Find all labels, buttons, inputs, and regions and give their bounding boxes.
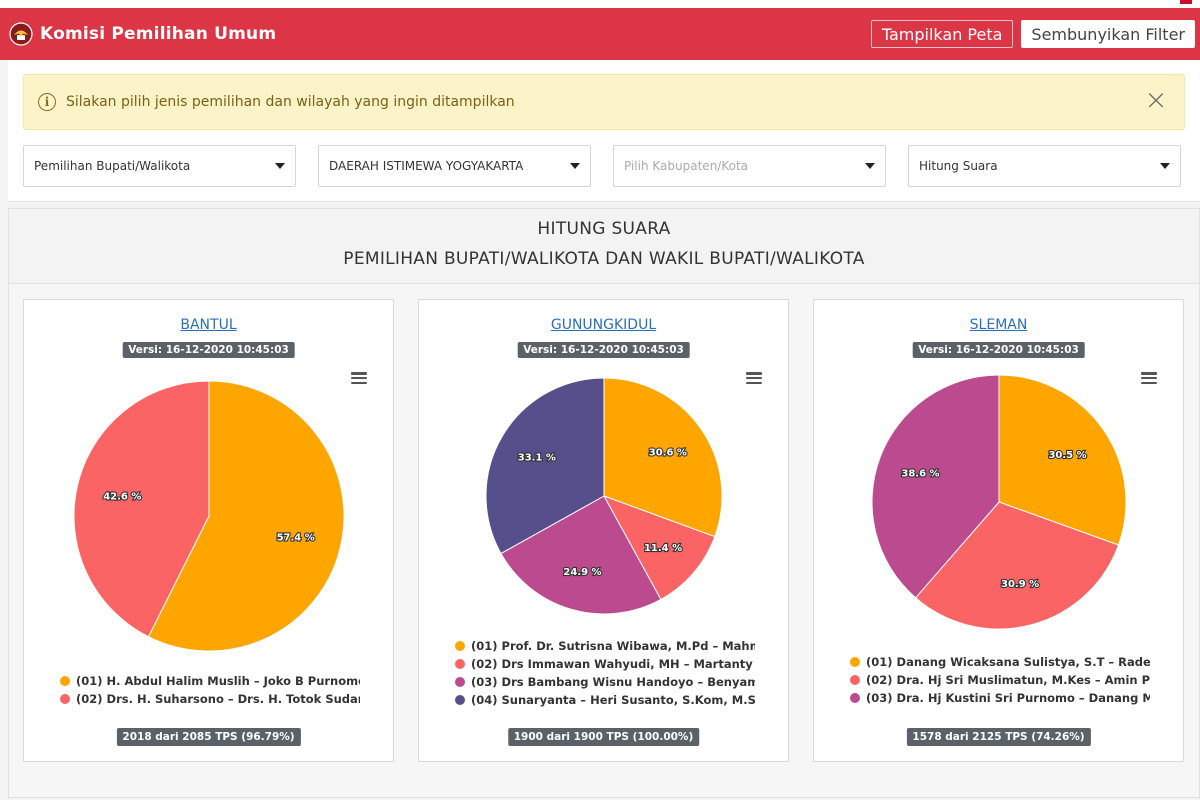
legend-dot-icon	[455, 659, 465, 669]
legend-item[interactable]: (04) Sunaryanta – Heri Susanto, S.Kom, M…	[455, 691, 755, 709]
show-map-button[interactable]: Tampilkan Peta	[870, 20, 1014, 48]
legend-item[interactable]: (02) Drs. H. Suharsono – Drs. H. Totok S…	[60, 690, 360, 708]
pie-chart: 30.6 % 11.4 % 24.9 % 33.1 %	[485, 377, 723, 615]
data-type-select[interactable]: Hitung Suara	[908, 145, 1181, 187]
legend-dot-icon	[455, 677, 465, 687]
tps-progress-badge: 2018 dari 2085 TPS (96.79%)	[116, 728, 301, 746]
legend-item[interactable]: (03) Dra. Hj Kustini Sri Purnomo – Danan…	[850, 689, 1150, 707]
pie-slice-1[interactable]	[603, 377, 723, 538]
chart-card-bantul: BANTUL Versi: 16-12-2020 10:45:03 57.4 %…	[23, 299, 394, 762]
chart-legend: (01) H. Abdul Halim Muslih – Joko B Purn…	[60, 672, 360, 708]
pie-slice-label: 30.6 %	[649, 447, 687, 458]
legend-dot-icon	[455, 695, 465, 705]
legend-item[interactable]: (03) Drs Bambang Wisnu Handoyo – Benyami…	[455, 673, 755, 691]
tps-progress-badge: 1900 dari 1900 TPS (100.00%)	[507, 728, 700, 746]
election-type-value: Pemilihan Bupati/Walikota	[34, 159, 191, 173]
regency-select[interactable]: Pilih Kabupaten/Kota	[613, 145, 886, 187]
legend-label: (01) Danang Wicaksana Sulistya, S.T – Ra…	[866, 655, 1150, 669]
province-value: DAERAH ISTIMEWA YOGYAKARTA	[329, 159, 524, 173]
legend-label: (02) Drs. H. Suharsono – Drs. H. Totok S…	[76, 692, 360, 706]
navbar-actions: Tampilkan Peta Sembunyikan Filter	[870, 20, 1195, 48]
legend-label: (01) Prof. Dr. Sutrisna Wibawa, M.Pd – M…	[471, 639, 755, 653]
regency-placeholder: Pilih Kabupaten/Kota	[624, 159, 749, 173]
legend-dot-icon	[850, 657, 860, 667]
top-strip	[0, 0, 1200, 8]
results-section: HITUNG SUARA PEMILIHAN BUPATI/WALIKOTA D…	[8, 208, 1200, 798]
chart-card-sleman: SLEMAN Versi: 16-12-2020 10:45:03 30.5 %…	[813, 299, 1184, 762]
version-badge: Versi: 16-12-2020 10:45:03	[517, 342, 690, 358]
hamburger-menu-icon[interactable]	[1141, 372, 1157, 384]
election-type-select[interactable]: Pemilihan Bupati/Walikota	[23, 145, 296, 187]
legend-item[interactable]: (01) H. Abdul Halim Muslih – Joko B Purn…	[60, 672, 360, 690]
tps-progress-badge: 1578 dari 2125 TPS (74.26%)	[906, 728, 1091, 746]
pie-slice-3[interactable]	[500, 495, 662, 615]
pie-slice-1[interactable]	[147, 380, 345, 652]
pie-slice-label: 33.1 %	[518, 453, 556, 464]
pie-chart: 30.5 % 30.9 % 38.6 %	[871, 374, 1127, 630]
province-select[interactable]: DAERAH ISTIMEWA YOGYAKARTA	[318, 145, 591, 187]
chart-card-gunungkidul: GUNUNGKIDUL Versi: 16-12-2020 10:45:03 3…	[418, 299, 789, 762]
hide-filter-button[interactable]: Sembunyikan Filter	[1021, 20, 1195, 48]
brand-title[interactable]: Komisi Pemilihan Umum	[40, 24, 277, 44]
pie-chart: 57.4 % 42.6 %	[73, 380, 345, 652]
data-type-value: Hitung Suara	[919, 159, 998, 173]
section-title: HITUNG SUARA	[537, 219, 671, 239]
legend-label: (03) Dra. Hj Kustini Sri Purnomo – Danan…	[866, 691, 1150, 705]
pie-slice-label: 30.5 %	[1048, 450, 1086, 461]
filter-panel: i Silakan pilih jenis pemilihan dan wila…	[8, 60, 1200, 202]
pie-slice-label: 30.9 %	[1001, 579, 1039, 590]
caret-down-icon	[275, 163, 285, 169]
pie-slice-1[interactable]	[998, 374, 1127, 546]
chart-cards: BANTUL Versi: 16-12-2020 10:45:03 57.4 %…	[23, 299, 1184, 762]
info-icon: i	[38, 93, 56, 111]
pie-slice-4[interactable]	[485, 377, 605, 555]
legend-item[interactable]: (01) Danang Wicaksana Sulistya, S.T – Ra…	[850, 653, 1150, 671]
section-subtitle: PEMILIHAN BUPATI/WALIKOTA DAN WAKIL BUPA…	[343, 249, 865, 269]
hamburger-menu-icon[interactable]	[746, 372, 762, 384]
pie-slice-label: 42.6 %	[103, 491, 141, 502]
pie-slice-label: 24.9 %	[563, 567, 601, 578]
close-icon[interactable]: ×	[1144, 83, 1168, 116]
pie-slice-2[interactable]	[602, 495, 716, 601]
version-badge: Versi: 16-12-2020 10:45:03	[122, 342, 295, 358]
pie-slice-label: 11.4 %	[644, 543, 682, 554]
region-link[interactable]: SLEMAN	[969, 317, 1028, 333]
caret-down-icon	[1160, 163, 1170, 169]
region-link[interactable]: GUNUNGKIDUL	[550, 317, 657, 333]
legend-dot-icon	[850, 675, 860, 685]
legend-dot-icon	[850, 693, 860, 703]
navbar: Komisi Pemilihan Umum Tampilkan Peta Sem…	[0, 8, 1200, 60]
version-badge: Versi: 16-12-2020 10:45:03	[912, 342, 1085, 358]
kpu-logo-icon[interactable]	[8, 21, 34, 47]
region-link[interactable]: BANTUL	[180, 317, 237, 333]
legend-item[interactable]: (02) Dra. Hj Sri Muslimatun, M.Kes – Ami…	[850, 671, 1150, 689]
pie-slice-2[interactable]	[73, 380, 210, 638]
pie-slice-3[interactable]	[871, 374, 1000, 599]
alert-message: Silakan pilih jenis pemilihan dan wilaya…	[66, 94, 515, 110]
pie-slice-2[interactable]	[914, 501, 1120, 630]
caret-down-icon	[865, 163, 875, 169]
hamburger-menu-icon[interactable]	[351, 372, 367, 384]
info-alert: i Silakan pilih jenis pemilihan dan wila…	[23, 74, 1185, 130]
legend-label: (04) Sunaryanta – Heri Susanto, S.Kom, M…	[471, 693, 755, 707]
legend-dot-icon	[60, 694, 70, 704]
legend-item[interactable]: (02) Drs Immawan Wahyudi, MH – Martanty …	[455, 655, 755, 673]
legend-label: (01) H. Abdul Halim Muslih – Joko B Purn…	[76, 674, 360, 688]
legend-label: (02) Dra. Hj Sri Muslimatun, M.Kes – Ami…	[866, 673, 1150, 687]
legend-item[interactable]: (01) Prof. Dr. Sutrisna Wibawa, M.Pd – M…	[455, 637, 755, 655]
filter-selects: Pemilihan Bupati/Walikota DAERAH ISTIMEW…	[23, 145, 1185, 187]
legend-label: (02) Drs Immawan Wahyudi, MH – Martanty …	[471, 657, 755, 671]
legend-dot-icon	[455, 641, 465, 651]
chart-legend: (01) Danang Wicaksana Sulistya, S.T – Ra…	[850, 653, 1150, 707]
pie-slice-label: 38.6 %	[901, 469, 939, 480]
chart-legend: (01) Prof. Dr. Sutrisna Wibawa, M.Pd – M…	[455, 637, 755, 709]
legend-label: (03) Drs Bambang Wisnu Handoyo – Benyami…	[471, 675, 755, 689]
caret-down-icon	[570, 163, 580, 169]
top-strip-marker	[1180, 0, 1192, 4]
section-header: HITUNG SUARA PEMILIHAN BUPATI/WALIKOTA D…	[9, 209, 1199, 284]
pie-slice-label: 57.4 %	[277, 533, 315, 544]
legend-dot-icon	[60, 676, 70, 686]
